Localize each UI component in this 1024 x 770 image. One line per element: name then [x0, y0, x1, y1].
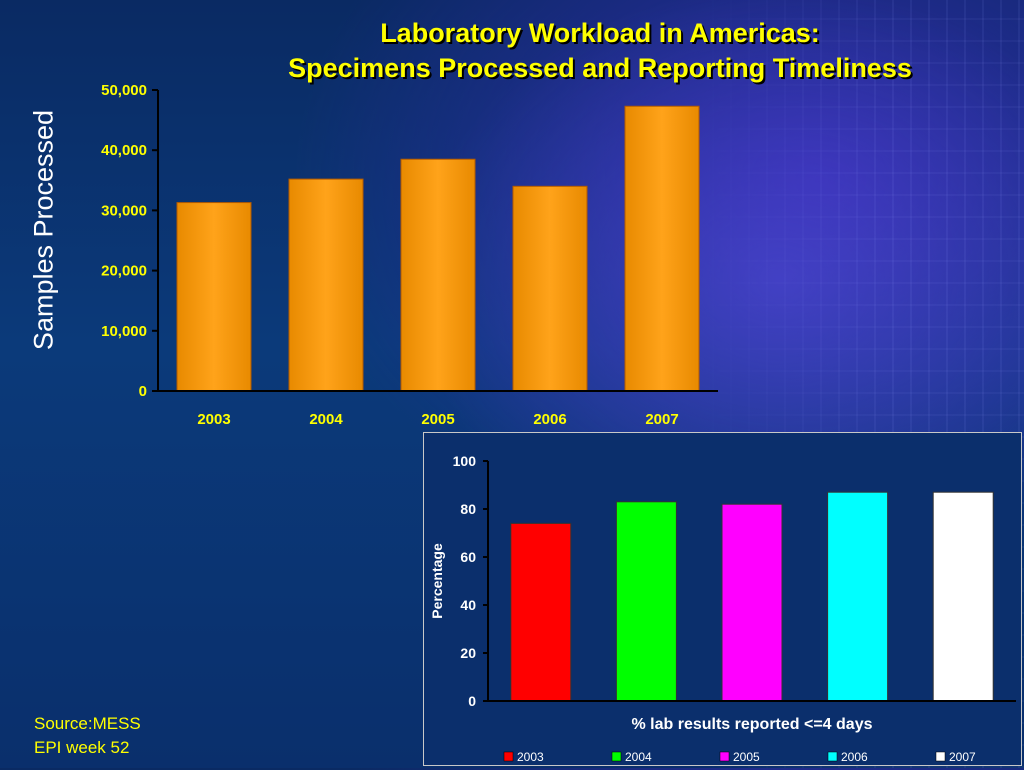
legend-label-2003: 2003	[517, 750, 544, 764]
top-x-tick-2007: 2007	[645, 411, 678, 428]
legend-swatch-2003	[503, 751, 514, 762]
bottom-y-tick-label: 0	[468, 693, 476, 709]
source-line1: Source:MESS	[34, 714, 141, 733]
slide-title: Laboratory Workload in Americas: Specime…	[180, 16, 1020, 86]
reporting-timeliness-chart: 0 20 40 60 80 100 Percentage % lab results re…	[429, 453, 1016, 764]
legend-label-2007: 2007	[949, 750, 976, 764]
top-y-tick-label: 30,000	[101, 202, 147, 219]
timeliness-chart-panel: 0 20 40 60 80 100 Percentage % lab results re…	[423, 432, 1022, 766]
bottom-y-tick-label: 60	[460, 549, 476, 565]
legend-swatch-2005	[719, 751, 730, 762]
bottom-bar-2005	[721, 503, 783, 702]
top-bar-2006	[512, 185, 588, 392]
top-y-tick-label: 0	[139, 383, 147, 400]
legend-swatch-2007	[935, 751, 946, 762]
top-y-tick-label: 50,000	[101, 82, 147, 99]
bottom-chart-xlabel: % lab results reported <=4 days	[632, 716, 873, 733]
bottom-y-tick-label: 40	[460, 597, 476, 613]
legend-label-2005: 2005	[733, 750, 760, 764]
bottom-bar-2006	[827, 491, 889, 702]
top-y-tick-label: 20,000	[101, 263, 147, 280]
top-bar-2004	[288, 178, 364, 392]
legend-swatch-2004	[611, 751, 622, 762]
top-y-tick-label: 40,000	[101, 142, 147, 159]
bottom-bar-2004	[615, 501, 677, 702]
top-x-tick-2003: 2003	[197, 411, 230, 428]
bottom-y-tick-label: 80	[460, 501, 476, 517]
bottom-chart-legend: 2003 2004 2005 2006 2007	[503, 750, 976, 764]
bottom-bar-2007	[932, 491, 994, 702]
top-x-tick-2005: 2005	[421, 411, 454, 428]
bottom-chart-ylabel: Percentage	[429, 543, 445, 619]
top-x-tick-2006: 2006	[533, 411, 566, 428]
slide-title-line2: Specimens Processed and Reporting Timeli…	[288, 53, 912, 83]
legend-label-2006: 2006	[841, 750, 868, 764]
top-y-tick-label: 10,000	[101, 323, 147, 340]
source-note: Source:MESS EPI week 52	[34, 712, 141, 760]
top-bar-2007	[624, 105, 700, 392]
bottom-y-tick-label: 20	[460, 645, 476, 661]
samples-processed-chart: 0 10,000 20,000 30,000 40,000 50,000 2003 2004…	[101, 82, 718, 428]
legend-swatch-2006	[827, 751, 838, 762]
source-line2: EPI week 52	[34, 738, 130, 757]
slide-title-line1: Laboratory Workload in Americas:	[380, 18, 820, 48]
top-bar-2003	[176, 202, 252, 392]
bottom-y-tick-label: 100	[453, 453, 477, 469]
legend-label-2004: 2004	[625, 750, 652, 764]
bottom-bar-2003	[510, 522, 572, 702]
top-x-tick-2004: 2004	[309, 411, 343, 428]
top-bar-2005	[400, 158, 476, 392]
